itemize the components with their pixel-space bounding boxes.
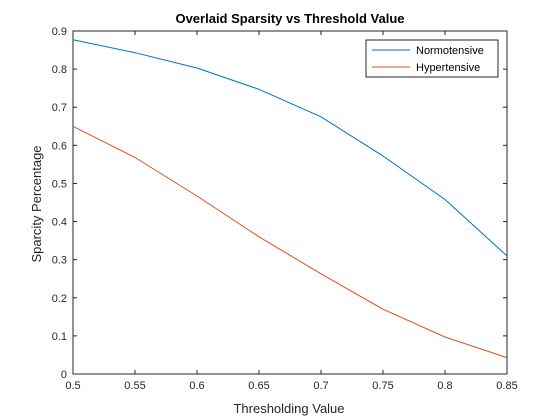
y-tick-label: 0.2 <box>52 293 67 305</box>
y-tick-label: 0.9 <box>52 26 67 38</box>
y-tick-label: 0.7 <box>52 102 67 114</box>
y-tick-label: 0.8 <box>52 64 67 76</box>
y-tick-label: 0.1 <box>52 331 67 343</box>
y-axis-ticks: 0 0.1 0.2 0.3 0.4 0.5 0.6 0.7 0.8 0.9 <box>52 26 507 381</box>
series-lines <box>72 39 508 359</box>
x-tick-label: 0.6 <box>189 380 204 392</box>
x-tick-label: 0.8 <box>437 380 452 392</box>
legend-label-hypertensive: Hypertensive <box>416 62 480 74</box>
x-axis-ticks: 0.5 0.55 0.6 0.65 0.7 0.75 0.8 0.85 <box>65 31 518 392</box>
legend-label-normotensive: Normotensive <box>416 45 484 57</box>
x-tick-label: 0.5 <box>65 380 80 392</box>
x-tick-label: 0.55 <box>124 380 145 392</box>
y-tick-label: 0.4 <box>52 217 67 229</box>
legend-box <box>365 39 499 78</box>
series-line-hypertensive <box>72 125 508 359</box>
y-tick-label: 0 <box>61 369 67 381</box>
x-axis-label: Thresholding Value <box>233 401 344 416</box>
y-tick-label: 0.3 <box>52 255 67 267</box>
x-tick-label: 0.7 <box>313 380 328 392</box>
y-tick-label: 0.6 <box>52 140 67 152</box>
y-axis-label: Sparcity Percentage <box>29 145 44 262</box>
x-tick-label: 0.65 <box>248 380 269 392</box>
legend: Normotensive Hypertensive <box>365 39 499 78</box>
x-tick-label: 0.75 <box>372 380 393 392</box>
chart-title: Overlaid Sparsity vs Threshold Value <box>175 11 404 26</box>
axes-frame <box>72 30 508 375</box>
y-tick-label: 0.5 <box>52 178 67 190</box>
plot-area <box>72 30 508 375</box>
x-tick-label: 0.85 <box>496 380 517 392</box>
series-line-normotensive <box>72 39 508 257</box>
